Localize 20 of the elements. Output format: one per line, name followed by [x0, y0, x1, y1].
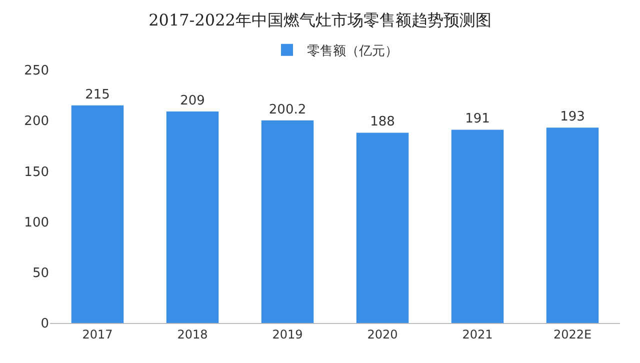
x-tick-label: 2020 [367, 327, 398, 342]
y-tick-label: 200 [24, 114, 49, 130]
chart-title: 2017-2022年中国燃气灶市场零售额趋势预测图 [148, 10, 492, 30]
x-tick-label: 2022E [553, 327, 592, 342]
data-label: 215 [85, 87, 110, 102]
data-label: 209 [180, 93, 205, 108]
x-tick-label: 2019 [272, 327, 303, 342]
y-tick-label: 0 [40, 316, 49, 332]
data-label: 191 [465, 112, 490, 127]
x-tick-label: 2021 [462, 327, 493, 342]
data-label: 193 [560, 110, 585, 125]
y-tick-label: 50 [32, 266, 49, 281]
legend-label: 零售额（亿元） [307, 44, 398, 59]
y-tick-label: 150 [24, 164, 49, 180]
x-tick-label: 2018 [177, 327, 208, 342]
y-tick-label: 100 [24, 215, 49, 230]
y-tick-label: 250 [24, 64, 49, 79]
data-label: 200.2 [268, 102, 306, 118]
x-tick-label: 2017 [82, 327, 113, 342]
data-label: 188 [370, 114, 395, 130]
